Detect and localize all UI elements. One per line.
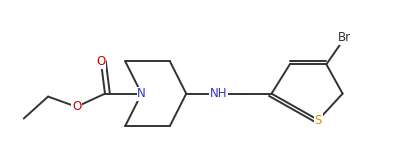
Text: NH: NH	[210, 87, 227, 100]
Text: O: O	[72, 100, 81, 113]
Text: S: S	[315, 113, 322, 127]
Text: Br: Br	[338, 31, 351, 45]
Text: N: N	[137, 87, 146, 100]
Text: O: O	[96, 55, 106, 68]
